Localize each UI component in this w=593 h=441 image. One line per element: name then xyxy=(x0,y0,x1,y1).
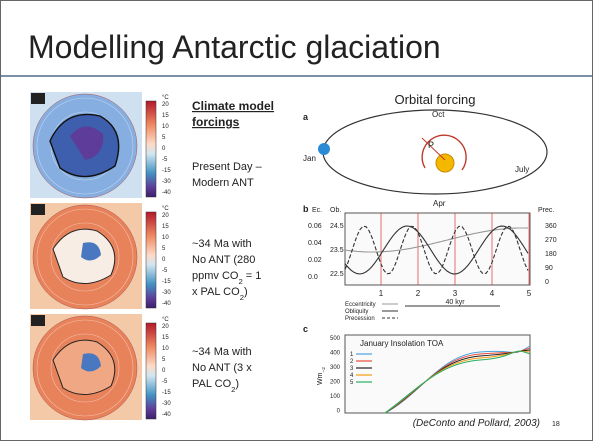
text-run: Present Day – xyxy=(192,161,263,173)
forcings-heading: Climate model xyxy=(192,99,274,113)
tick-label: 100 xyxy=(330,394,341,400)
colorbar xyxy=(146,323,156,419)
colorbar-label: 15 xyxy=(162,335,169,341)
colorbar-label: 10 xyxy=(162,235,169,241)
plot-frame xyxy=(345,213,530,285)
text-run: ) xyxy=(235,378,239,390)
month-label: Jan xyxy=(303,154,316,163)
text-run: ~34 Ma with xyxy=(192,238,252,250)
colorbar-label: -15 xyxy=(162,279,171,285)
tick-label: 5 xyxy=(527,289,532,298)
colorbar-label: -40 xyxy=(162,412,171,418)
tick-label: 90 xyxy=(545,265,553,272)
colorbar-label: 20 xyxy=(162,324,169,330)
text-run: Modern ANT xyxy=(192,177,254,189)
text-run: ppmv CO xyxy=(192,270,239,282)
colorbar-unit: °C xyxy=(162,317,169,323)
text-run: Wm xyxy=(317,372,324,385)
text-run: No ANT (280 xyxy=(192,254,255,266)
colorbar-label: 10 xyxy=(162,124,169,130)
colorbar-label: -40 xyxy=(162,190,171,196)
page-number: 18 xyxy=(552,421,560,428)
citation: (DeConto and Pollard, 2003) xyxy=(413,418,540,429)
earth-icon xyxy=(318,143,330,155)
slide: Modelling Antarctic glaciation (a)°C2015… xyxy=(0,0,593,441)
tick-label: 300 xyxy=(330,365,341,371)
tick-label: 0.06 xyxy=(308,223,322,230)
forcings-heading: forcings xyxy=(192,115,240,129)
text-run: PAL CO xyxy=(192,378,232,390)
panel-label: c xyxy=(303,324,308,334)
tick-label: 0.04 xyxy=(308,240,322,247)
colorbar-label: -5 xyxy=(162,157,168,163)
slide-title: Modelling Antarctic glaciation xyxy=(28,29,441,65)
axis-header: Ec. xyxy=(312,207,322,214)
period-label: 40 kyr xyxy=(445,299,465,306)
colorbar-label: 20 xyxy=(162,102,169,108)
subscript: −2 xyxy=(321,367,327,373)
text-run: = 1 xyxy=(243,270,262,282)
tick-label: 22.5 xyxy=(330,271,344,278)
tick-label: 1 xyxy=(379,289,384,298)
month-label: Apr xyxy=(433,199,446,208)
legend-label: Precession xyxy=(345,316,375,322)
sun-icon xyxy=(436,154,454,172)
legend-label: Eccentricity xyxy=(345,302,376,308)
panel-tag: (e) xyxy=(33,317,43,326)
panel-tag: (c) xyxy=(33,206,43,215)
text-run: ~34 Ma with xyxy=(192,346,252,358)
tick-label: 500 xyxy=(330,336,341,342)
plot-title: January Insolation TOA xyxy=(360,339,444,348)
map-figure xyxy=(30,92,156,420)
tick-label: 180 xyxy=(545,251,557,258)
colorbar-label: 15 xyxy=(162,224,169,230)
panel-tag: (a) xyxy=(33,95,43,104)
forcing-text: Present Day – xyxy=(192,161,263,173)
legend-label: Obliquity xyxy=(345,309,368,315)
tick-label: 4 xyxy=(490,289,495,298)
tick-label: 0.02 xyxy=(308,257,322,264)
text-run: ) xyxy=(244,286,248,298)
colorbar-unit: °C xyxy=(162,206,169,212)
colorbar-label: -15 xyxy=(162,390,171,396)
colorbar-label: -15 xyxy=(162,168,171,174)
forcing-text: Modern ANT xyxy=(192,177,254,189)
forcing-text: ~34 Ma with xyxy=(192,346,252,358)
text-run: No ANT (3 x xyxy=(192,362,252,374)
colorbar-label: -5 xyxy=(162,268,168,274)
forcing-text: ~34 Ma with xyxy=(192,238,252,250)
axis-header: Ob. xyxy=(330,207,341,214)
axis-header: Prec. xyxy=(538,207,554,214)
colorbar-label: -30 xyxy=(162,179,171,185)
colorbar-label: -5 xyxy=(162,379,168,385)
colorbar-label: 10 xyxy=(162,346,169,352)
colorbar-label: -30 xyxy=(162,290,171,296)
colorbar xyxy=(146,212,156,308)
month-label: July xyxy=(515,165,529,174)
month-label: Oct xyxy=(432,110,445,119)
text-run: x PAL CO xyxy=(192,286,240,298)
panel-label: b xyxy=(303,204,309,214)
colorbar-label: 15 xyxy=(162,113,169,119)
forcing-text: No ANT (3 x xyxy=(192,362,252,374)
colorbar xyxy=(146,101,156,197)
figure-title: Orbital forcing xyxy=(395,92,476,107)
tick-label: 0.0 xyxy=(308,274,318,281)
tick-label: 400 xyxy=(330,351,341,357)
forcing-text: No ANT (280 xyxy=(192,254,255,266)
tick-label: 2 xyxy=(416,289,421,298)
tick-label: 0 xyxy=(545,279,549,286)
tick-label: 270 xyxy=(545,237,557,244)
tick-label: 24.5 xyxy=(330,223,344,230)
tick-label: 3 xyxy=(453,289,458,298)
tick-label: 200 xyxy=(330,380,341,386)
colorbar-label: -30 xyxy=(162,401,171,407)
tick-label: 23.5 xyxy=(330,247,344,254)
tick-label: 360 xyxy=(545,223,557,230)
colorbar-unit: °C xyxy=(162,95,169,101)
perihelion-label: P xyxy=(428,140,434,150)
colorbar-label: -40 xyxy=(162,301,171,307)
colorbar-label: 20 xyxy=(162,213,169,219)
